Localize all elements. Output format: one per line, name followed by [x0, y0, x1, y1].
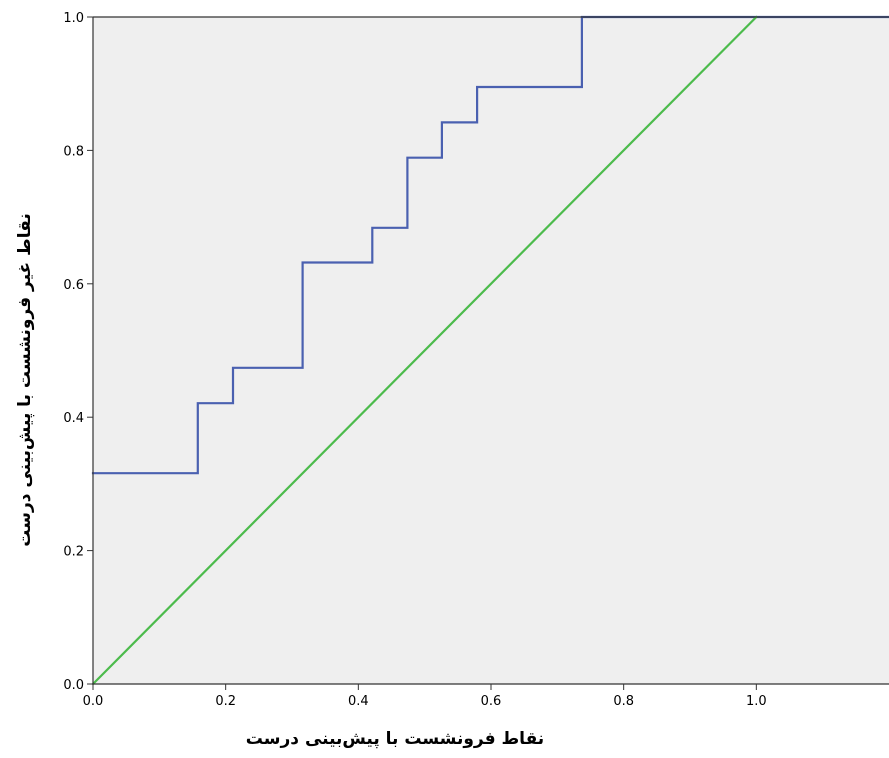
series-layer — [91, 15, 889, 686]
y-tick-label: 1.0 — [63, 11, 84, 26]
reference-diagonal-line — [91, 15, 758, 686]
x-tick-label: 1.0 — [746, 694, 767, 709]
y-tick-label: 0.2 — [63, 545, 84, 560]
roc-curve-line — [91, 15, 889, 475]
x-tick-label: 0.2 — [215, 694, 236, 709]
plot-area — [93, 17, 889, 684]
y-axis-title: نقاط غیر فرونشست با پیش‌بینی درست — [15, 213, 35, 546]
y-tick-label: 0.6 — [63, 278, 84, 293]
y-tick-label: 0.8 — [63, 144, 84, 159]
x-axis-title: نقاط فرونشست با پیش‌بینی درست — [246, 729, 544, 749]
x-tick-label: 0.0 — [83, 694, 104, 709]
y-tick-label: 0.0 — [63, 678, 84, 693]
y-tick-label: 0.4 — [63, 411, 84, 426]
x-tick-label: 0.8 — [613, 694, 634, 709]
x-tick-label: 0.6 — [481, 694, 502, 709]
axes-layer: 0.0 0.2 0.4 0.6 0.8 1.0 0.0 0.2 0.4 0.6 0.8 1.0 — [63, 11, 889, 709]
x-tick-label: 0.4 — [348, 694, 369, 709]
